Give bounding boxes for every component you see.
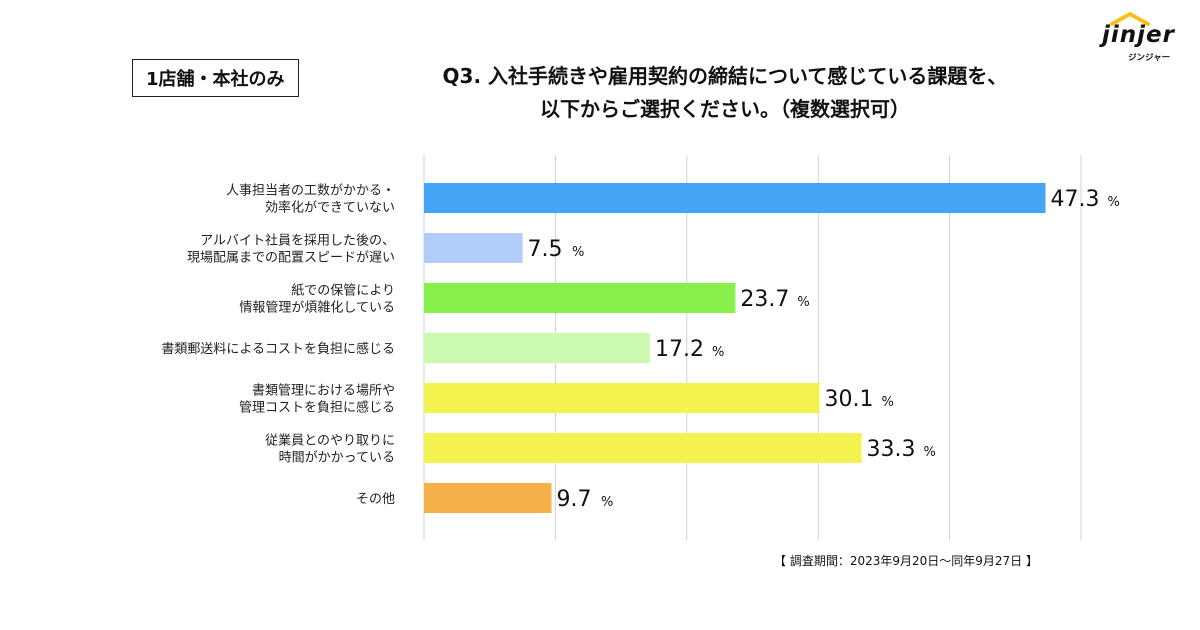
logo-roof-icon (1110, 12, 1150, 26)
category-label: 効率化ができていない (265, 200, 395, 216)
category-label: 管理コストを負担に感じる (239, 400, 395, 416)
bar (424, 483, 552, 513)
question-title-line-1: Q3. 入社手続きや雇用契約の締結について感じている課題を、 (442, 64, 1008, 88)
bar-value-label: 17.2 (655, 337, 704, 362)
bar-unit-label: % (797, 295, 809, 310)
logo-katakana: ジンジャー (1128, 53, 1171, 63)
bar-unit-label: % (1108, 195, 1120, 210)
question-title-line-2: 以下からご選択ください。（複数選択可） (540, 97, 910, 121)
question-title: Q3. 入社手続きや雇用契約の締結について感じている課題を、 以下からご選択くだ… (365, 60, 1085, 126)
logo-wordmark: jinjer (1102, 22, 1175, 48)
category-label: 紙での保管により (291, 284, 395, 299)
category-label: 情報管理が煩雑化している (239, 300, 395, 316)
bar (424, 283, 736, 313)
category-label: 現場配属までの配置スピードが遅い (187, 251, 395, 266)
bar (424, 383, 820, 413)
bar (424, 433, 862, 463)
category-label: 従業員とのやり取りに (265, 433, 395, 449)
bar-value-label: 47.3 (1051, 187, 1100, 212)
segment-badge: 1店舗・本社のみ (132, 59, 299, 97)
survey-period-note: 【 調査期間：2023年9月20日～同年9月27日 】 (774, 554, 1038, 568)
bar-value-label: 23.7 (740, 287, 789, 312)
bar (424, 233, 523, 263)
bar-unit-label: % (712, 345, 724, 360)
category-label: その他 (356, 492, 395, 507)
bar-value-label: 33.3 (867, 437, 916, 462)
bar (424, 333, 651, 363)
category-label: 書類管理における場所や (252, 384, 395, 399)
category-label: 書類郵送料によるコストを負担に感じる (161, 341, 395, 357)
bar (424, 183, 1046, 213)
bar-unit-label: % (601, 495, 613, 510)
category-label: アルバイト社員を採用した後の、 (200, 233, 395, 249)
bar-unit-label: % (572, 245, 584, 260)
bar-value-label: 30.1 (825, 387, 874, 412)
bar-value-label: 9.7 (556, 487, 591, 512)
jinjer-logo: jinjer ジンジャー (1100, 8, 1190, 68)
bar-unit-label: % (924, 445, 936, 460)
bar-value-label: 7.5 (528, 237, 563, 262)
bar-unit-label: % (882, 395, 894, 410)
category-label: 人事担当者の工数がかかる・ (226, 184, 395, 199)
category-label: 時間がかかっている (279, 451, 395, 466)
